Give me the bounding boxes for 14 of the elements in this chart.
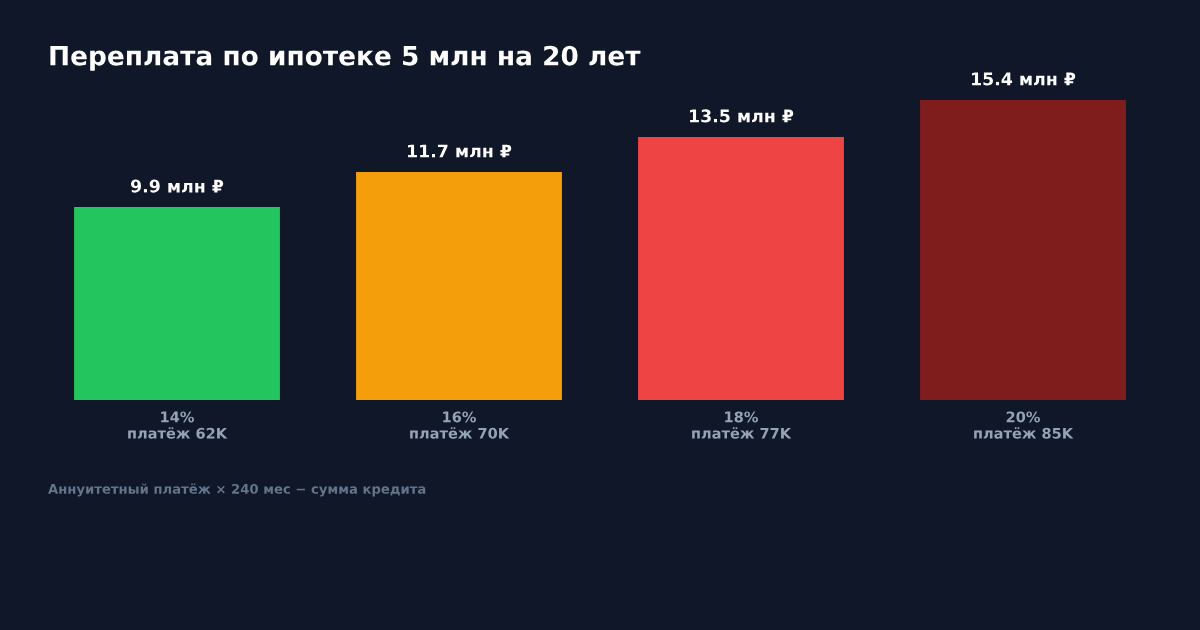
- bar: [638, 136, 844, 401]
- data-label: 9.9 млн ₽: [130, 179, 224, 193]
- bar: [920, 99, 1126, 401]
- bar: [74, 207, 280, 401]
- data-label: 15.4 млн ₽: [972, 72, 1076, 86]
- x-tick-label: 18% платёж 77K: [692, 411, 792, 439]
- x-tick-label: 16% платёж 70K: [410, 411, 510, 439]
- data-label: 11.7 млн ₽: [408, 144, 512, 158]
- x-tick-label: 20% платёж 85K: [974, 411, 1074, 439]
- text: Аннуитетный платёж × 240 мес − сумма кредита: [48, 483, 426, 497]
- data-label: 13.5 млн ₽: [690, 109, 794, 123]
- chart-title: Переплата по ипотеке 5 млн на 20 лет: [50, 45, 641, 71]
- x-tick-label: 14% платёж 62K: [128, 411, 228, 439]
- bar: [356, 172, 562, 401]
